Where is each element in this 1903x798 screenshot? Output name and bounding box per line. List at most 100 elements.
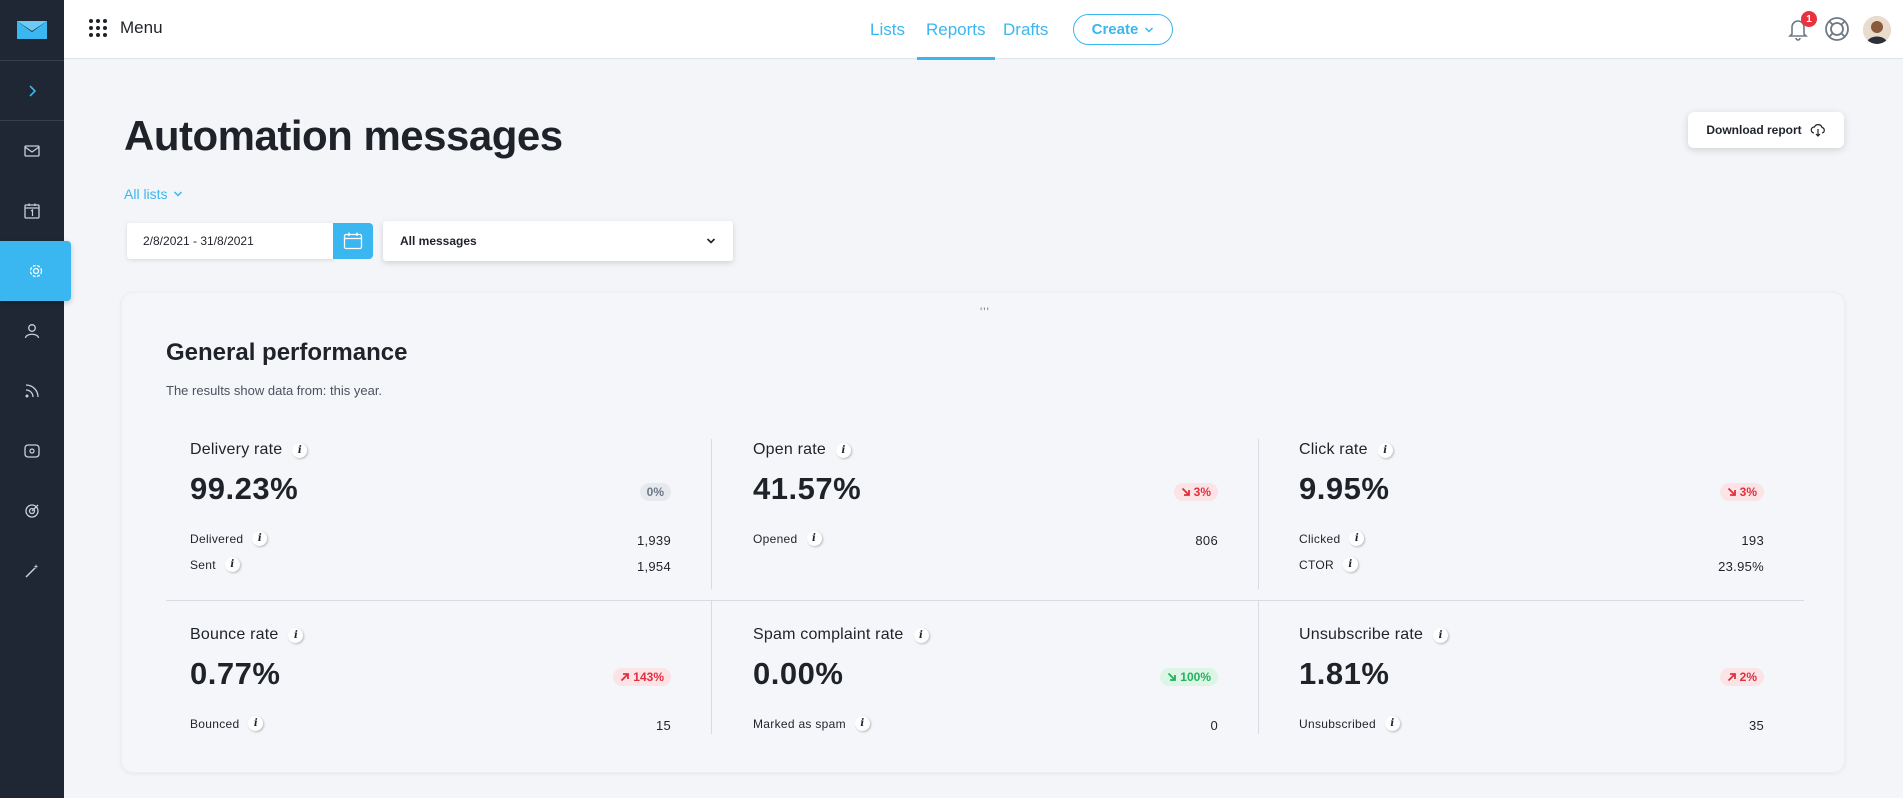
- column-divider: [1258, 439, 1259, 589]
- bell-icon: [1788, 20, 1808, 41]
- change-value: 3%: [1739, 485, 1757, 499]
- sidebar: [0, 0, 71, 798]
- metric-name: Spam complaint rate i: [753, 626, 929, 644]
- all-lists-label: All lists: [124, 186, 168, 202]
- change-badge: 2%: [1719, 668, 1764, 686]
- user-icon: [24, 324, 40, 339]
- help-button[interactable]: [1824, 16, 1850, 42]
- sidebar-item-email[interactable]: [0, 121, 64, 181]
- sub-metric-bounced: Bounced i: [190, 716, 264, 731]
- sub-metric-delivered: Delivered i: [190, 531, 268, 546]
- info-icon[interactable]: i: [224, 557, 240, 572]
- sub-metric-value: 193: [1741, 533, 1764, 548]
- calendar-icon: [24, 203, 40, 219]
- envelope-logo-icon: [17, 20, 47, 39]
- info-icon[interactable]: i: [1384, 716, 1400, 731]
- metric-open-rate: Open rate i 41.57% 3% Opened i 806: [753, 441, 1218, 581]
- menu-button[interactable]: Menu: [88, 18, 163, 38]
- metric-name: Bounce rate i: [190, 626, 304, 644]
- sidebar-divider: [0, 60, 64, 61]
- sidebar-item-contacts[interactable]: [0, 301, 64, 361]
- sub-metric-ctor: CTOR i: [1299, 557, 1358, 572]
- info-icon[interactable]: i: [252, 531, 268, 546]
- sub-metric-label: Unsubscribed: [1299, 716, 1376, 731]
- at-box-icon: [24, 444, 40, 458]
- row-divider: [166, 600, 1804, 601]
- drag-handle[interactable]: ''': [980, 305, 990, 319]
- metric-unsubscribe-rate: Unsubscribe rate i 1.81% 2% Unsubscribed i…: [1299, 626, 1764, 736]
- page-title: Automation messages: [124, 112, 563, 159]
- sidebar-item-magic[interactable]: [0, 541, 64, 601]
- sub-metric-label: CTOR: [1299, 557, 1334, 572]
- sub-metric-value: 806: [1195, 533, 1218, 548]
- notifications-button[interactable]: 1: [1785, 11, 1817, 42]
- user-avatar[interactable]: [1863, 16, 1891, 44]
- sidebar-item-forms[interactable]: [0, 421, 64, 481]
- download-report-button[interactable]: Download report: [1688, 112, 1844, 148]
- arrow-down-right-icon: [1168, 672, 1177, 681]
- general-performance-card: ''' General performance The results show…: [121, 292, 1845, 773]
- sidebar-item-rss[interactable]: [0, 361, 64, 421]
- arrow-up-right-icon: [621, 673, 630, 682]
- card-subtitle: The results show data from: this year.: [166, 383, 383, 398]
- sidebar-expand[interactable]: [0, 61, 64, 121]
- gear-icon: [29, 264, 42, 278]
- message-filter-value: All messages: [400, 234, 477, 248]
- metric-name: Delivery rate i: [190, 441, 308, 459]
- info-icon[interactable]: i: [1433, 627, 1449, 643]
- info-icon[interactable]: i: [292, 442, 308, 458]
- sidebar-item-automation[interactable]: [0, 241, 71, 301]
- info-icon[interactable]: i: [835, 442, 851, 458]
- change-badge: 0%: [639, 483, 671, 501]
- info-icon[interactable]: i: [1349, 531, 1365, 546]
- sidebar-item-targeting[interactable]: [0, 481, 64, 541]
- tab-reports[interactable]: Reports: [917, 0, 994, 60]
- info-icon[interactable]: i: [248, 716, 264, 731]
- sub-metric-marked-as-spam: Marked as spam i: [753, 716, 870, 731]
- create-button-label: Create: [1091, 21, 1139, 38]
- date-range-input[interactable]: [127, 223, 334, 259]
- metric-click-rate: Click rate i 9.95% 3% Clicked i 193 CTOR i …: [1299, 441, 1764, 581]
- metric-name-text: Bounce rate: [190, 626, 279, 643]
- info-icon[interactable]: i: [1377, 442, 1393, 458]
- metric-name: Click rate i: [1299, 441, 1393, 459]
- change-value: 2%: [1739, 670, 1757, 684]
- column-divider: [1258, 601, 1259, 734]
- sidebar-item-calendar[interactable]: [0, 181, 64, 241]
- metric-name: Open rate i: [753, 441, 851, 459]
- chevron-down-icon: [1145, 26, 1154, 33]
- metric-value: 0.77%: [190, 656, 281, 691]
- chevron-down-icon: [706, 238, 716, 244]
- info-icon[interactable]: i: [913, 627, 929, 643]
- create-button[interactable]: Create: [1073, 14, 1173, 45]
- sub-metric-clicked: Clicked i: [1299, 531, 1365, 546]
- tab-drafts[interactable]: Drafts: [1003, 20, 1049, 39]
- change-badge: 3%: [1719, 483, 1764, 501]
- metric-name-text: Unsubscribe rate: [1299, 626, 1424, 643]
- metric-delivery-rate: Delivery rate i 99.23% 0% Delivered i 1,93…: [190, 441, 671, 581]
- info-icon[interactable]: i: [854, 716, 870, 731]
- info-icon[interactable]: i: [288, 627, 304, 643]
- change-badge: 100%: [1160, 668, 1218, 686]
- info-icon[interactable]: i: [1342, 557, 1358, 572]
- all-lists-dropdown[interactable]: All lists: [124, 186, 183, 202]
- sidebar-divider: [0, 120, 64, 121]
- mail-icon: [24, 145, 40, 157]
- metric-name-text: Click rate: [1299, 441, 1368, 458]
- change-value: 3%: [1193, 485, 1211, 499]
- chevron-down-icon: [173, 191, 182, 197]
- change-value: 143%: [633, 670, 664, 684]
- change-value: 0%: [646, 485, 664, 499]
- lifebuoy-icon: [1825, 17, 1849, 41]
- metric-name-text: Delivery rate: [190, 441, 283, 458]
- sub-metric-value: 1,954: [636, 559, 671, 574]
- change-badge: 143%: [613, 668, 671, 686]
- message-filter-select[interactable]: All messages: [383, 221, 733, 261]
- chevron-right-icon: [29, 85, 37, 97]
- info-icon[interactable]: i: [806, 531, 822, 546]
- app-logo[interactable]: [0, 0, 64, 59]
- sub-metric-value: 23.95%: [1718, 559, 1764, 574]
- metric-value: 9.95%: [1299, 471, 1390, 506]
- date-picker-button[interactable]: [333, 223, 373, 259]
- tab-lists[interactable]: Lists: [870, 20, 905, 39]
